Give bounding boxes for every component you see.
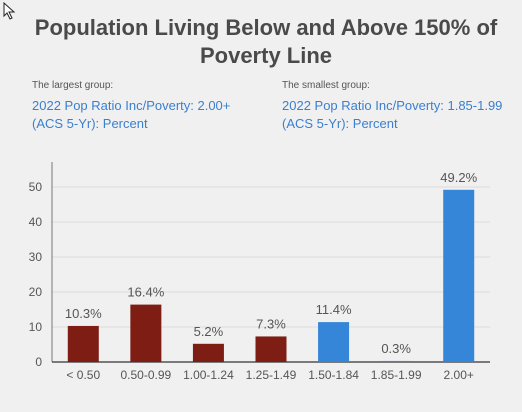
data-label: 7.3% <box>256 316 286 331</box>
x-tick-label: 1.50-1.84 <box>308 368 359 382</box>
y-tick-label: 20 <box>29 285 43 299</box>
bar-1 <box>67 325 99 362</box>
bar-4 <box>255 336 287 362</box>
smallest-group-label: The smallest group: <box>282 80 370 91</box>
bar-3 <box>192 343 224 362</box>
x-tick-label: 0.50-0.99 <box>120 368 171 382</box>
y-tick-label: 30 <box>29 250 43 264</box>
chart-title: Population Living Below and Above 150% o… <box>34 15 498 68</box>
bar-2 <box>130 304 162 362</box>
y-tick-label: 0 <box>35 355 42 369</box>
y-tick-label: 40 <box>29 215 43 229</box>
bar-6 <box>380 360 412 362</box>
largest-group-callout: The largest group: 2022 Pop Ratio Inc/Po… <box>32 80 262 133</box>
largest-group-label: The largest group: <box>32 80 114 91</box>
data-label: 5.2% <box>194 324 224 339</box>
x-tick-label: < 0.50 <box>66 368 100 382</box>
x-tick-label: 1.85-1.99 <box>371 368 422 382</box>
data-label: 0.3% <box>381 341 411 356</box>
data-label: 49.2% <box>440 170 477 185</box>
x-tick-label: 1.00-1.24 <box>183 368 234 382</box>
x-tick-label: 1.25-1.49 <box>246 368 297 382</box>
y-tick-label: 50 <box>29 180 43 194</box>
x-tick-label: 2.00+ <box>444 368 474 382</box>
data-label: 10.3% <box>65 306 102 321</box>
largest-group-value: 2022 Pop Ratio Inc/Poverty: 2.00+ (ACS 5… <box>32 98 231 131</box>
y-tick-label: 10 <box>29 320 43 334</box>
bar-7 <box>443 189 475 362</box>
mouse-cursor-icon <box>3 2 16 20</box>
data-label: 11.4% <box>316 302 352 317</box>
bar-5 <box>318 322 350 362</box>
smallest-group-callout: The smallest group: 2022 Pop Ratio Inc/P… <box>282 80 512 133</box>
data-label: 16.4% <box>127 285 164 300</box>
smallest-group-value: 2022 Pop Ratio Inc/Poverty: 1.85-1.99 (A… <box>282 98 503 131</box>
